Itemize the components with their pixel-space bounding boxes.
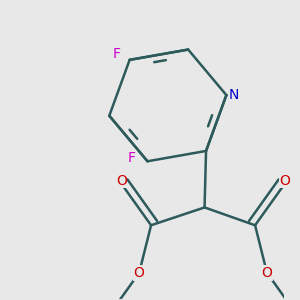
Text: O: O: [262, 266, 272, 280]
Text: O: O: [279, 174, 290, 188]
Text: F: F: [127, 151, 135, 165]
Text: F: F: [112, 47, 120, 61]
Text: O: O: [134, 266, 145, 280]
Text: N: N: [229, 88, 239, 102]
Text: O: O: [116, 174, 127, 188]
